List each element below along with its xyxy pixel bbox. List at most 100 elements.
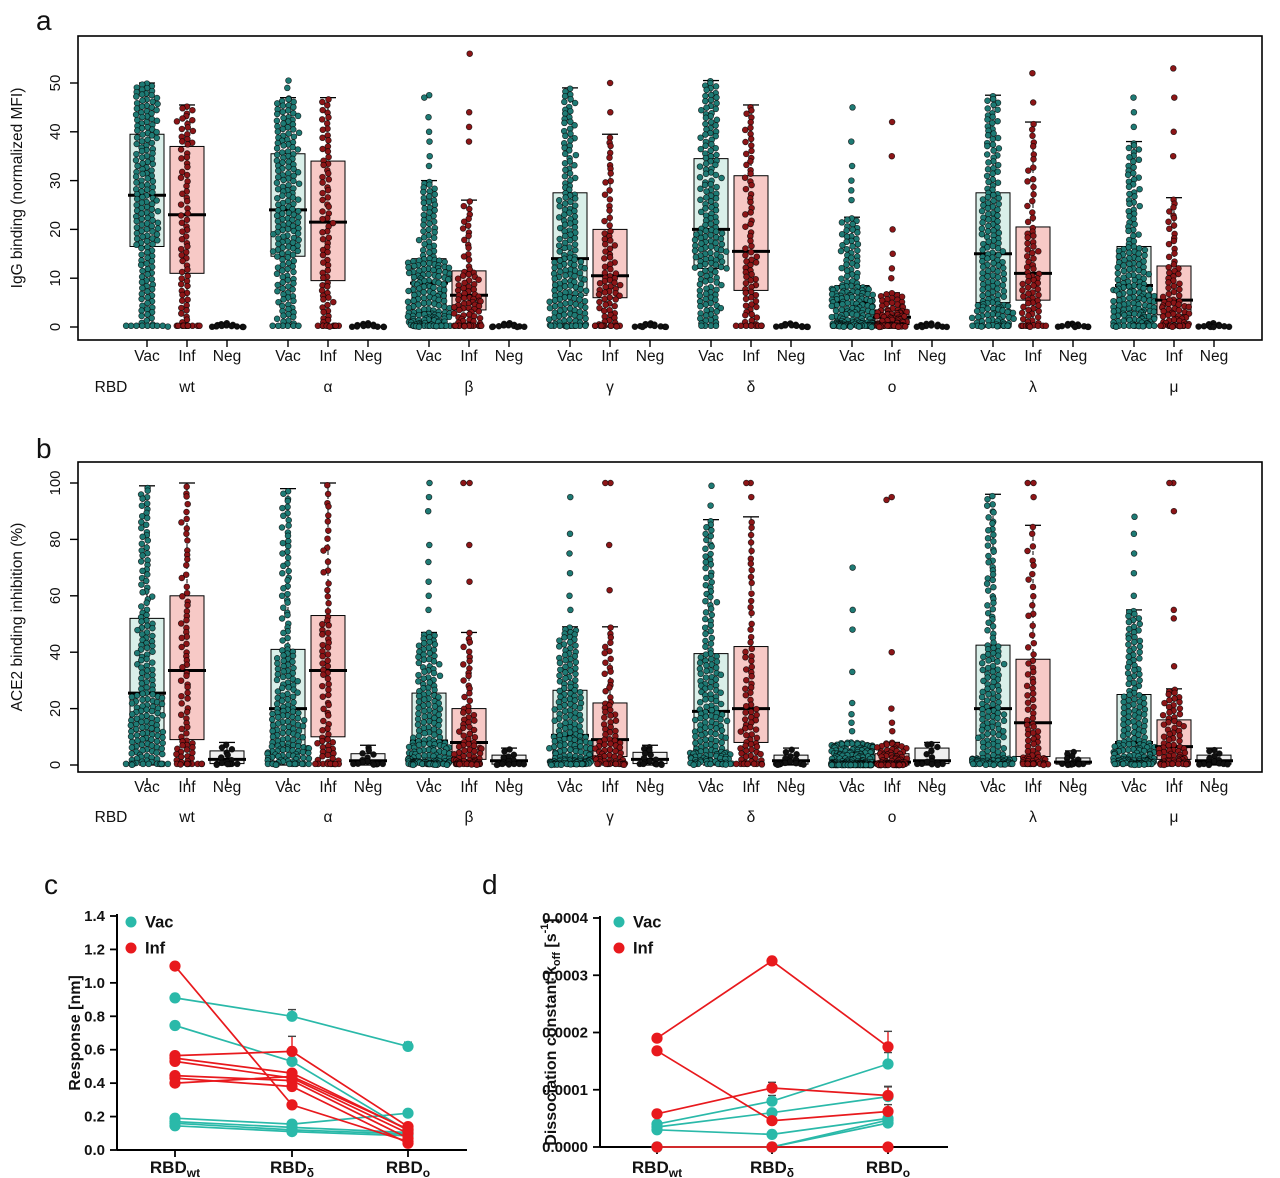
condition-label: Neg — [918, 348, 946, 365]
legend-label-vac: Vac — [145, 914, 173, 932]
swarm-inf-wt — [173, 483, 206, 768]
condition-label: Inf — [460, 348, 478, 365]
y-tick-label: 0.4 — [84, 1075, 106, 1092]
condition-label: Vac — [698, 348, 724, 365]
plot-frame — [77, 461, 1263, 773]
variant-label: δ — [747, 379, 756, 396]
panel-b-ace2-inhibition: 0 20 40 60 80 100 RBD Vac Inf Neg wt Vac Inf Neg α Vac I… — [47, 461, 1263, 826]
swarm-inf-δ — [733, 479, 766, 768]
panel-d-dissociation: 0.0000 0.0001 0.0002 0.0003 0.0004 RBDwt RBDδ R… — [539, 910, 948, 1178]
y-tick-label: 0.2 — [84, 1109, 105, 1126]
x-tick-label: RBDwt — [632, 1158, 682, 1178]
swarm-vac-α — [264, 488, 313, 769]
series-inf-8 — [651, 1141, 894, 1153]
swarm-inf-λ — [1019, 479, 1052, 769]
variant-label: β — [465, 809, 474, 826]
swarm-inf-β — [450, 479, 485, 769]
swarm-inf-α — [314, 96, 343, 330]
x-tick-label: RBDo — [866, 1158, 910, 1178]
legend-label-inf: Inf — [633, 940, 654, 958]
condition-label: Inf — [883, 348, 901, 365]
condition-label: Inf — [601, 779, 619, 796]
swarm-vac-wt — [122, 80, 172, 330]
swarm-vac-α — [269, 77, 303, 330]
condition-label: Neg — [636, 348, 664, 365]
y-axis: 0 20 40 60 80 100 — [47, 470, 78, 769]
y-tick-label: 20 — [47, 700, 64, 717]
swarm-neg-β — [488, 319, 528, 331]
y-tick-label: 0.0001 — [542, 1082, 588, 1099]
swarm-vac-β — [404, 91, 454, 331]
x-tick-label: RBDδ — [750, 1158, 794, 1178]
y-tick-label: 40 — [47, 123, 64, 140]
legend-marker-vac — [613, 916, 625, 928]
series-vac-0 — [651, 1051, 894, 1130]
variant-label: α — [324, 379, 333, 396]
swarm-neg-β — [493, 746, 528, 769]
variant-label: γ — [606, 809, 614, 826]
panel-c-response: 0.0 0.2 0.4 0.6 0.8 1.0 1.2 1.4 RBDwt RBDδ RBDo Vac… — [84, 908, 467, 1178]
series-inf-11 — [169, 1072, 414, 1149]
condition-label: Inf — [742, 348, 760, 365]
condition-label: Vac — [557, 348, 583, 365]
y-tick-label: 10 — [47, 270, 64, 287]
variant-label: μ — [1170, 379, 1179, 396]
swarm-inf-μ — [1157, 65, 1193, 331]
y-tick-label: 100 — [47, 470, 64, 495]
condition-label: Neg — [1059, 348, 1087, 365]
axes: 0.0 0.2 0.4 0.6 0.8 1.0 1.2 1.4 RBDwt RBDδ RBDo — [84, 908, 467, 1178]
condition-label: Inf — [1165, 779, 1183, 796]
condition-label: Inf — [178, 779, 196, 796]
condition-label: Vac — [839, 779, 865, 796]
swarm-neg-wt — [208, 319, 247, 331]
swarm-inf-μ — [1155, 479, 1192, 769]
series-vac-0 — [169, 992, 414, 1052]
panel-a-igg-binding: 0 10 20 30 40 50 RBD Vac Inf Neg wt Vac Inf Neg α Vac In… — [47, 35, 1263, 396]
y-tick-label: 0.8 — [84, 1008, 105, 1025]
swarm-inf-β — [450, 50, 485, 330]
y-tick-label: 0.0000 — [542, 1139, 588, 1156]
condition-label: Neg — [777, 348, 805, 365]
variant-label: wt — [178, 809, 195, 826]
condition-label: Neg — [213, 348, 241, 365]
series-inf-5 — [651, 955, 894, 1053]
condition-label: Vac — [557, 779, 583, 796]
y-tick-label: 0.0 — [84, 1142, 105, 1159]
condition-label: Vac — [275, 348, 301, 365]
y-tick-label: 0 — [47, 323, 64, 331]
y-tick-label: 0.0003 — [542, 967, 588, 984]
condition-label: Inf — [883, 779, 901, 796]
variant-label: δ — [747, 809, 756, 826]
condition-label: Inf — [601, 348, 619, 365]
condition-label: Neg — [354, 779, 382, 796]
condition-label: Vac — [1121, 348, 1147, 365]
swarm-vac-ο — [828, 104, 877, 331]
legend-label-vac: Vac — [633, 914, 661, 932]
panel-d-ylabel: Dissociation constant koff [s-1] — [539, 918, 563, 1145]
swarm-vac-λ — [968, 92, 1017, 330]
variant-label: μ — [1170, 809, 1179, 826]
y-tick-label: 0.0004 — [542, 910, 589, 927]
y-tick-label: 50 — [47, 75, 64, 92]
variant-label: wt — [178, 379, 195, 396]
x-tick-label: RBDwt — [150, 1158, 200, 1178]
panel-c-letter: c — [44, 869, 58, 900]
swarm-neg-λ — [1058, 748, 1087, 769]
swarm-inf-γ — [591, 479, 629, 769]
swarm-inf-λ — [1018, 69, 1050, 331]
condition-label: Inf — [1024, 348, 1042, 365]
y-axis: 0 10 20 30 40 50 — [47, 75, 78, 331]
swarm-inf-δ — [732, 103, 765, 330]
swarm-vac-μ — [1110, 513, 1158, 769]
panel-a-letter: a — [36, 5, 52, 36]
swarm-inf-γ — [591, 79, 624, 330]
condition-label: Neg — [1200, 348, 1228, 365]
condition-label: Vac — [1121, 779, 1147, 796]
swarm-neg-μ — [1196, 746, 1231, 769]
panel-b-ylabel: ACE2 binding inhibition (%) — [9, 523, 26, 712]
legend-label-inf: Inf — [145, 940, 166, 958]
condition-label: Vac — [980, 779, 1006, 796]
condition-label: Neg — [777, 779, 805, 796]
